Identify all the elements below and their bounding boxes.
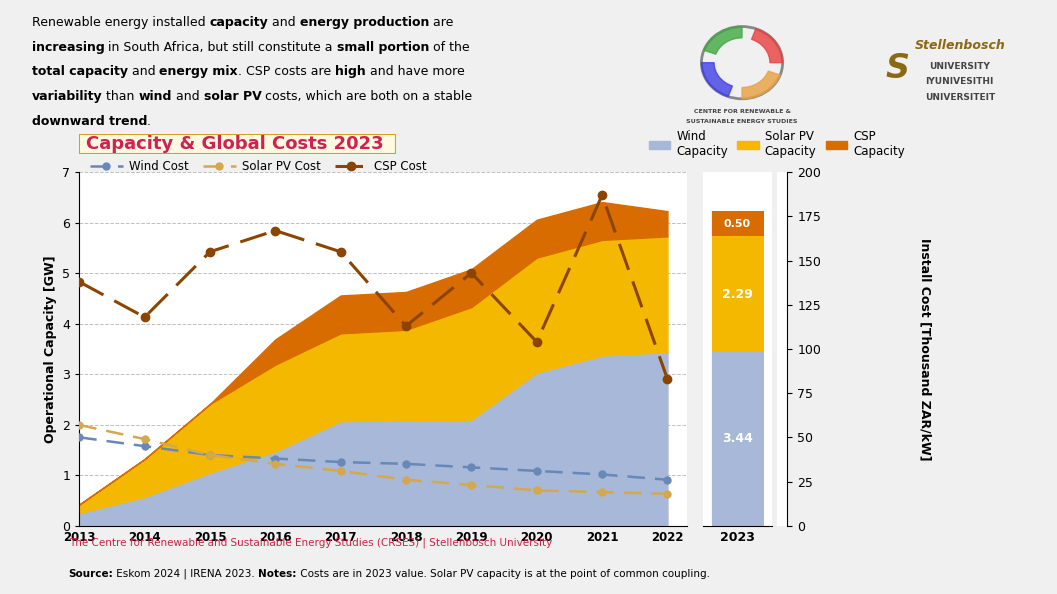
Text: The Centre for Renewable and Sustainable Energy Studies (CRSES) | Stellenbosch U: The Centre for Renewable and Sustainable… <box>69 538 552 548</box>
Text: CENTRE FOR RENEWABLE &: CENTRE FOR RENEWABLE & <box>693 109 791 113</box>
Text: capacity: capacity <box>209 16 268 29</box>
Text: of the: of the <box>429 41 470 54</box>
Text: Costs are in 2023 value. Solar PV capacity is at the point of common coupling.: Costs are in 2023 value. Solar PV capaci… <box>297 568 710 579</box>
Text: and: and <box>128 65 160 78</box>
Text: energy production: energy production <box>300 16 429 29</box>
Text: in South Africa, but still constitute a: in South Africa, but still constitute a <box>105 41 337 54</box>
Text: and: and <box>268 16 300 29</box>
Bar <box>710 211 764 236</box>
Text: Capacity & Global Costs 2023: Capacity & Global Costs 2023 <box>86 135 384 153</box>
Wedge shape <box>752 29 782 62</box>
Wedge shape <box>742 71 780 99</box>
Text: variability: variability <box>32 90 103 103</box>
Bar <box>710 352 764 526</box>
Wedge shape <box>704 27 742 54</box>
Text: SUSTAINABLE ENERGY STUDIES: SUSTAINABLE ENERGY STUDIES <box>686 119 798 124</box>
Text: high: high <box>335 65 366 78</box>
Text: 2.29: 2.29 <box>722 287 753 301</box>
Text: are: are <box>429 16 453 29</box>
Legend: Wind
Capacity, Solar PV
Capacity, CSP
Capacity: Wind Capacity, Solar PV Capacity, CSP Ca… <box>645 125 909 163</box>
Text: .: . <box>147 115 151 128</box>
Text: Renewable energy installed: Renewable energy installed <box>32 16 209 29</box>
Text: solar PV: solar PV <box>204 90 261 103</box>
Text: energy mix: energy mix <box>160 65 238 78</box>
Text: Stellenbosch: Stellenbosch <box>914 39 1005 52</box>
Text: costs, which are both on a stable: costs, which are both on a stable <box>261 90 472 103</box>
Text: Eskom 2024 | IRENA 2023.: Eskom 2024 | IRENA 2023. <box>113 568 259 579</box>
Text: 0.50: 0.50 <box>724 219 750 229</box>
Text: small portion: small portion <box>337 41 429 54</box>
Text: and: and <box>172 90 204 103</box>
Text: than: than <box>103 90 138 103</box>
Text: Source:: Source: <box>69 568 113 579</box>
Text: S: S <box>885 52 909 85</box>
Text: Notes:: Notes: <box>259 568 297 579</box>
Text: downward trend: downward trend <box>32 115 147 128</box>
FancyBboxPatch shape <box>79 134 396 154</box>
Text: wind: wind <box>138 90 172 103</box>
Text: UNIVERSITEIT: UNIVERSITEIT <box>925 93 995 102</box>
Wedge shape <box>702 62 733 97</box>
Text: total capacity: total capacity <box>32 65 128 78</box>
Text: IYUNIVESITHI: IYUNIVESITHI <box>926 77 994 86</box>
Text: 3.44: 3.44 <box>722 432 753 446</box>
Bar <box>710 236 764 352</box>
Text: . CSP costs are: . CSP costs are <box>238 65 335 78</box>
Text: and have more: and have more <box>366 65 465 78</box>
Legend: Wind Cost, Solar PV Cost, CSP Cost: Wind Cost, Solar PV Cost, CSP Cost <box>86 155 431 178</box>
Y-axis label: Operational Capacity [GW]: Operational Capacity [GW] <box>43 255 57 443</box>
Y-axis label: Install Cost [Thousand ZAR/kW]: Install Cost [Thousand ZAR/kW] <box>919 238 931 460</box>
Text: UNIVERSITY: UNIVERSITY <box>929 62 990 71</box>
Text: increasing: increasing <box>32 41 105 54</box>
